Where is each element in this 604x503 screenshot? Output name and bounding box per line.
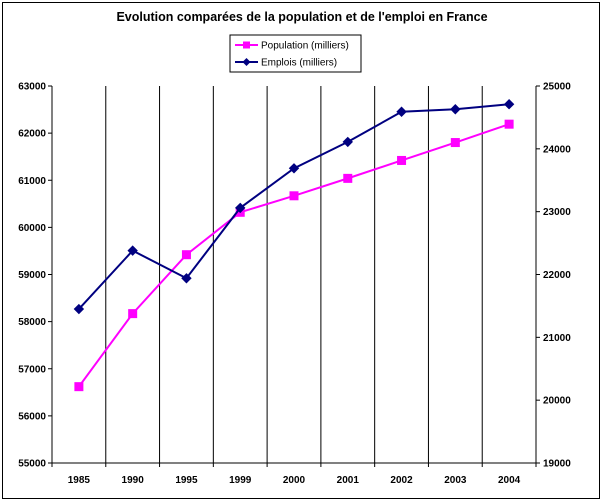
- population-point: [343, 173, 353, 183]
- y-right-tick-label: 21000: [543, 333, 571, 344]
- y-left-tick-label: 63000: [18, 82, 46, 93]
- y-right-tick-label: 23000: [543, 207, 571, 218]
- x-tick-label: 2004: [498, 475, 521, 486]
- y-left-tick-label: 57000: [18, 364, 46, 375]
- population-point: [181, 250, 191, 260]
- emplois-point: [342, 136, 353, 148]
- emplois-point: [396, 106, 407, 117]
- y-left-tick-label: 55000: [18, 459, 46, 470]
- legend-box: [229, 34, 362, 73]
- plot-area: [52, 86, 536, 463]
- y-left-tick-label: 59000: [18, 270, 46, 281]
- population-point: [128, 309, 138, 319]
- axes: 55000 56000 57000 58000 59000 60000 61000 62000…: [18, 82, 571, 487]
- emplois-point: [127, 245, 138, 256]
- legend-marker-square-icon: [243, 41, 250, 49]
- legend-label: Population (milliers): [261, 41, 349, 52]
- legend-label: Emplois (milliers): [261, 58, 337, 69]
- x-tick-label: 2001: [337, 475, 360, 486]
- population-point: [74, 382, 84, 392]
- y-right-tick-label: 20000: [543, 396, 571, 407]
- y-right-tick-label: 24000: [543, 144, 571, 155]
- series-layer: [73, 99, 515, 392]
- gridlines: [105, 86, 483, 463]
- y-right-tick-label: 25000: [543, 82, 571, 93]
- x-tick-label: 1999: [229, 475, 252, 486]
- x-tick-label: 2000: [283, 475, 306, 486]
- x-tick-label: 1990: [122, 475, 145, 486]
- emplois-point: [73, 303, 85, 315]
- chart-title: Evolution comparées de la population et …: [116, 10, 487, 24]
- emplois-point: [181, 273, 192, 284]
- population-point: [504, 119, 514, 129]
- legend-marker-diamond-icon: [242, 58, 251, 66]
- y-left-tick-label: 58000: [18, 317, 46, 328]
- x-tick-label: 1985: [68, 475, 91, 486]
- y-left-tick-label: 60000: [18, 223, 46, 234]
- y-left-tick-label: 61000: [18, 176, 46, 187]
- x-tick-label: 2002: [390, 475, 413, 486]
- y-left-tick-label: 62000: [18, 129, 46, 140]
- emplois-point: [288, 163, 300, 174]
- emplois-point: [235, 202, 246, 214]
- x-tick-label: 2003: [444, 475, 467, 486]
- x-tick-label: 1995: [175, 475, 198, 486]
- y-right-tick-label: 22000: [543, 270, 571, 281]
- emplois-point: [503, 99, 515, 110]
- y-right-tick-label: 19000: [543, 459, 571, 470]
- population-point: [289, 191, 299, 201]
- population-point: [450, 138, 460, 148]
- legend: Population (milliers) Emplois (milliers): [229, 34, 362, 73]
- population-point: [397, 155, 407, 165]
- emplois-point: [450, 104, 461, 115]
- y-left-tick-label: 56000: [18, 411, 46, 422]
